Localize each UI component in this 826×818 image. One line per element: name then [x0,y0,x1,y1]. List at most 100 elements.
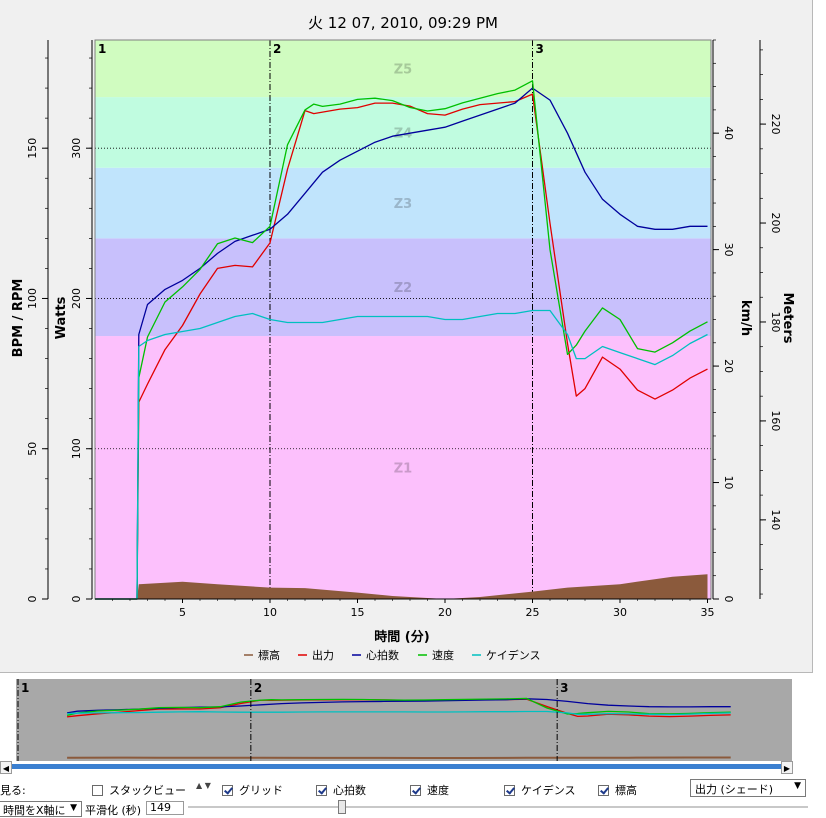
smoothing-label: 平滑化 (秒) [85,804,142,817]
heart-rate-check-icon[interactable] [316,785,327,796]
grid-checkbox[interactable]: グリッド [222,782,283,798]
zone-band-z2 [95,238,711,337]
tick-label-kmh-0: 0 [722,596,735,603]
bpm-axis-label: BPM / RPM [11,279,26,358]
legend-label-ケイデンス: ケイデンス [486,648,541,662]
x-tick-label-30: 30 [613,606,627,619]
overview-line-ケイデンス [67,710,731,716]
heart-rate-checkbox[interactable]: 心拍数 [316,782,366,798]
tick-label-watts-100: 100 [70,438,83,459]
cadence-label: ケイデンス [521,784,576,797]
altitude-check-icon[interactable] [598,785,609,796]
stack-view-checkbox[interactable]: スタックビュー [92,782,186,798]
kmh-axis-label: km/h [738,300,753,336]
overview-series [66,697,731,759]
shade-select-value: 出力 (シェード) [695,783,774,796]
zone-band-z1 [95,336,711,599]
legend-label-速度: 速度 [432,648,454,662]
tick-label-bpm_rpm-150: 150 [26,138,39,159]
series-line-速度 [95,80,708,600]
x-tick-label-20: 20 [438,606,452,619]
view-label: 見る: [0,784,26,797]
tick-label-watts-200: 200 [70,288,83,309]
stack-view-label: スタックビュー [109,784,186,797]
heart-rate-label: 心拍数 [333,784,366,797]
cadence-checkbox[interactable]: ケイデンス [504,782,576,798]
overview-markers: 1 2 3 [17,679,569,761]
smoothing-value-box[interactable]: 149 [146,801,184,815]
speed-check-icon[interactable] [410,785,421,796]
tick-label-bpm_rpm-100: 100 [26,288,39,309]
smoothing-slider-track[interactable] [188,806,808,808]
marker-label-1: 1 [98,42,106,56]
overview-background [16,679,792,761]
tick-label-kmh-10: 10 [722,476,735,490]
tick-label-kmh-40: 40 [722,126,735,140]
speed-label: 速度 [427,784,449,797]
meters-axis-label: Meters [780,293,795,344]
marker-label-3: 3 [536,42,544,56]
zone-label-z5: Z5 [394,63,412,78]
cadence-check-icon[interactable] [504,785,515,796]
series-area-標高 [95,574,708,599]
legend-label-心拍数: 心拍数 [366,648,399,662]
altitude-checkbox[interactable]: 標高 [598,782,637,798]
scroll-right-button[interactable]: ▶ [781,761,793,774]
series-line-ケイデンス [95,309,708,600]
tick-label-bpm_rpm-50: 50 [26,442,39,456]
x-axis-select[interactable]: 時間をX軸に ▼ [0,801,82,817]
x-tick-label-5: 5 [179,606,186,619]
x-axis-select-value: 時間をX軸に [3,804,66,817]
legend-label-出力: 出力 [312,648,334,662]
x-tick-label-35: 35 [701,606,715,619]
zone-label-z1: Z1 [394,462,412,477]
overview-marker-label-2: 2 [254,681,262,695]
grid-check-icon[interactable] [222,785,233,796]
tick-label-meters-200: 200 [769,213,782,234]
overview-marker-label-1: 1 [21,681,29,695]
timeline-scrollbar-track[interactable] [12,764,792,769]
tick-label-meters-160: 160 [769,410,782,431]
chart-title: 火 12 07, 2010, 09:29 PM [308,14,498,32]
series-line-心拍数 [95,87,708,600]
tick-label-meters-140: 140 [769,509,782,530]
zone-band-z3 [95,167,711,239]
tick-label-meters-180: 180 [769,311,782,332]
chevron-down-icon: ▼ [70,803,77,813]
tick-label-watts-0: 0 [70,596,83,603]
tick-label-kmh-20: 20 [722,359,735,373]
shade-select[interactable]: 出力 (シェード) ▼ [690,779,806,797]
zone-band-z4 [95,97,711,168]
tick-label-kmh-30: 30 [722,243,735,257]
chevron-down-icon: ▼ [794,781,801,791]
tick-label-watts-300: 300 [70,138,83,159]
altitude-label: 標高 [615,784,637,797]
overview-line-速度 [66,697,731,717]
series-lines [95,80,708,600]
scroll-left-button[interactable]: ◀ [0,761,12,774]
x-tick-label-10: 10 [263,606,277,619]
x-axis-label: 時間 (分) [374,629,429,645]
smoothing-slider-thumb[interactable] [338,800,346,814]
axes: 5 10 15 20 25 30 35 0 50 100 150 0 100 200 300 0 10 20 30 4… [26,39,782,619]
zone-label-z3: Z3 [394,197,412,212]
stack-view-check-icon[interactable] [92,785,103,796]
tick-label-meters-220: 220 [769,114,782,135]
watts-axis-label: Watts [54,296,69,339]
speed-checkbox[interactable]: 速度 [410,782,449,798]
overview-chart[interactable]: 1 2 3 [0,674,826,814]
legend: 標高 出力 心拍数 速度 ケイデンス [244,648,541,662]
overview-line-標高 [67,756,731,759]
tick-label-bpm_rpm-0: 0 [26,596,39,603]
smoothing-value: 149 [150,801,171,814]
zone-band-z5 [95,40,711,98]
marker-label-2: 2 [273,42,281,56]
spin-arrows-icon[interactable]: ▲ ▼ [196,781,211,790]
legend-label-標高: 標高 [258,648,280,662]
x-tick-label-15: 15 [351,606,365,619]
zone-label-z2: Z2 [394,281,412,296]
overview-marker-label-3: 3 [560,681,568,695]
